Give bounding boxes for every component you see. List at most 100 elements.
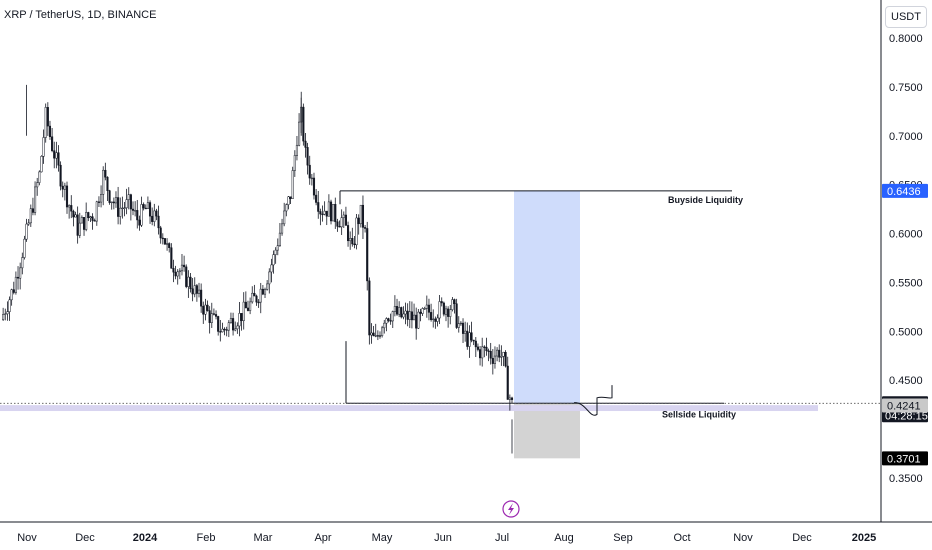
candle [334, 197, 337, 229]
candle [502, 351, 505, 367]
candle [110, 201, 113, 210]
candle [298, 113, 301, 147]
candle [376, 330, 379, 341]
currency-button[interactable]: USDT [885, 6, 927, 28]
candle [430, 303, 433, 322]
svg-text:0.6436: 0.6436 [887, 186, 921, 198]
candle [89, 215, 92, 222]
candle [197, 282, 201, 298]
candle [421, 307, 424, 317]
candle [504, 350, 507, 368]
candle [263, 287, 267, 299]
candle [359, 204, 362, 228]
candle [80, 215, 83, 224]
candle [125, 188, 128, 215]
candle [161, 233, 164, 245]
candle [34, 181, 37, 216]
candle [285, 203, 288, 217]
candle [195, 284, 198, 302]
buyside-annotation: Buyside Liquidity [668, 195, 743, 205]
candle [244, 291, 247, 309]
candle [146, 196, 149, 209]
x-tick-label: Feb [197, 532, 216, 544]
candle [323, 201, 326, 216]
candle [10, 288, 13, 306]
price-label-gray: 0.4241 [882, 398, 928, 413]
candle [287, 195, 290, 210]
candle [470, 321, 473, 343]
candle [361, 195, 365, 239]
candle [491, 349, 494, 375]
candle [459, 321, 462, 326]
y-tick-label: 0.5000 [889, 326, 923, 338]
candle [357, 214, 360, 235]
candle [427, 298, 431, 321]
candle [342, 211, 345, 229]
candle [59, 161, 62, 191]
candle [387, 317, 390, 323]
candle [423, 306, 426, 310]
candle [97, 196, 100, 207]
candle [317, 190, 320, 219]
candle [442, 301, 445, 317]
candle [500, 345, 503, 366]
candle [225, 326, 228, 337]
candle [436, 314, 439, 327]
candle [395, 298, 399, 316]
candle [168, 242, 171, 253]
candle [393, 295, 396, 317]
candle [159, 225, 162, 244]
candle [189, 272, 192, 293]
candle [25, 218, 28, 242]
candle [8, 296, 11, 321]
candle [483, 345, 486, 358]
candle [136, 199, 139, 229]
sellside-annotation: Sellside Liquidity [662, 409, 736, 419]
candle [457, 316, 460, 333]
target-zone-blue [514, 190, 580, 404]
candle [406, 303, 409, 327]
candle [368, 277, 371, 345]
candle [127, 187, 130, 210]
candle [238, 302, 241, 337]
candle [449, 304, 452, 325]
candle [451, 297, 454, 312]
candle [112, 197, 115, 210]
candle [344, 206, 347, 226]
x-tick-label: 2024 [133, 532, 158, 544]
candle [289, 196, 292, 204]
candle [208, 306, 211, 334]
candle [481, 337, 484, 367]
candle [404, 302, 407, 325]
candle [223, 327, 226, 336]
candle [119, 197, 122, 225]
candle [68, 204, 71, 219]
candle [212, 308, 215, 316]
y-tick-label: 0.3500 [889, 473, 923, 485]
candle [172, 259, 175, 283]
candle [347, 221, 350, 247]
candle [183, 255, 186, 272]
candle [31, 197, 34, 216]
candle [272, 250, 275, 274]
candle [72, 209, 75, 227]
candle [340, 209, 343, 235]
candle [385, 317, 388, 332]
candle [174, 265, 177, 280]
candle [129, 193, 132, 221]
candle [304, 132, 307, 158]
candle [321, 205, 324, 222]
candle [249, 297, 252, 315]
candle [63, 182, 66, 201]
candle [415, 307, 418, 340]
candle [187, 270, 190, 298]
candle [493, 346, 497, 369]
x-tick-label: Sep [613, 532, 633, 544]
candle [44, 103, 47, 143]
lightning-icon[interactable] [502, 500, 520, 518]
y-tick-label: 0.6000 [889, 229, 923, 241]
candle [455, 298, 458, 329]
candle [508, 394, 511, 411]
candle [93, 218, 96, 222]
